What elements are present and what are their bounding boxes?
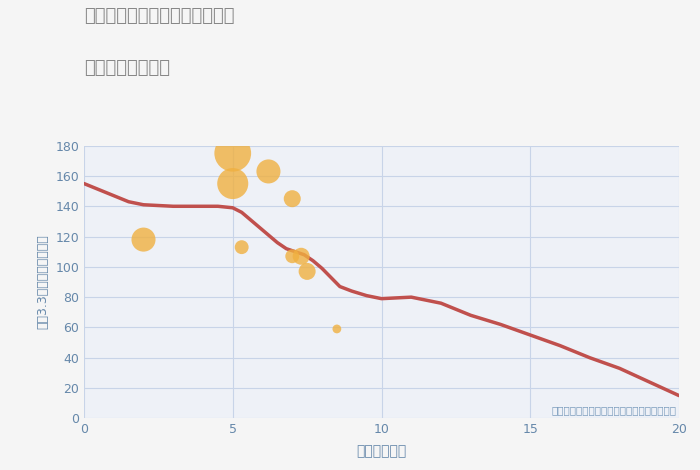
Text: 駅距離別土地価格: 駅距離別土地価格 (84, 59, 170, 77)
Point (287, 195, 298, 203)
Point (302, 267, 313, 275)
Text: 円の大きさは、取引のあった物件面積を示す: 円の大きさは、取引のあった物件面積を示す (551, 405, 676, 415)
Y-axis label: 坪（3.3㎡）単価（万円）: 坪（3.3㎡）単価（万円） (36, 235, 50, 329)
Point (227, 180, 238, 188)
Point (138, 236, 149, 243)
Point (263, 168, 274, 175)
X-axis label: 駅距離（分）: 駅距離（分） (356, 445, 407, 459)
Point (227, 149, 238, 157)
Point (295, 252, 307, 260)
Point (331, 325, 342, 333)
Point (236, 243, 247, 251)
Point (287, 252, 298, 260)
Text: 神奈川県横浜市南区花之木町の: 神奈川県横浜市南区花之木町の (84, 7, 235, 25)
